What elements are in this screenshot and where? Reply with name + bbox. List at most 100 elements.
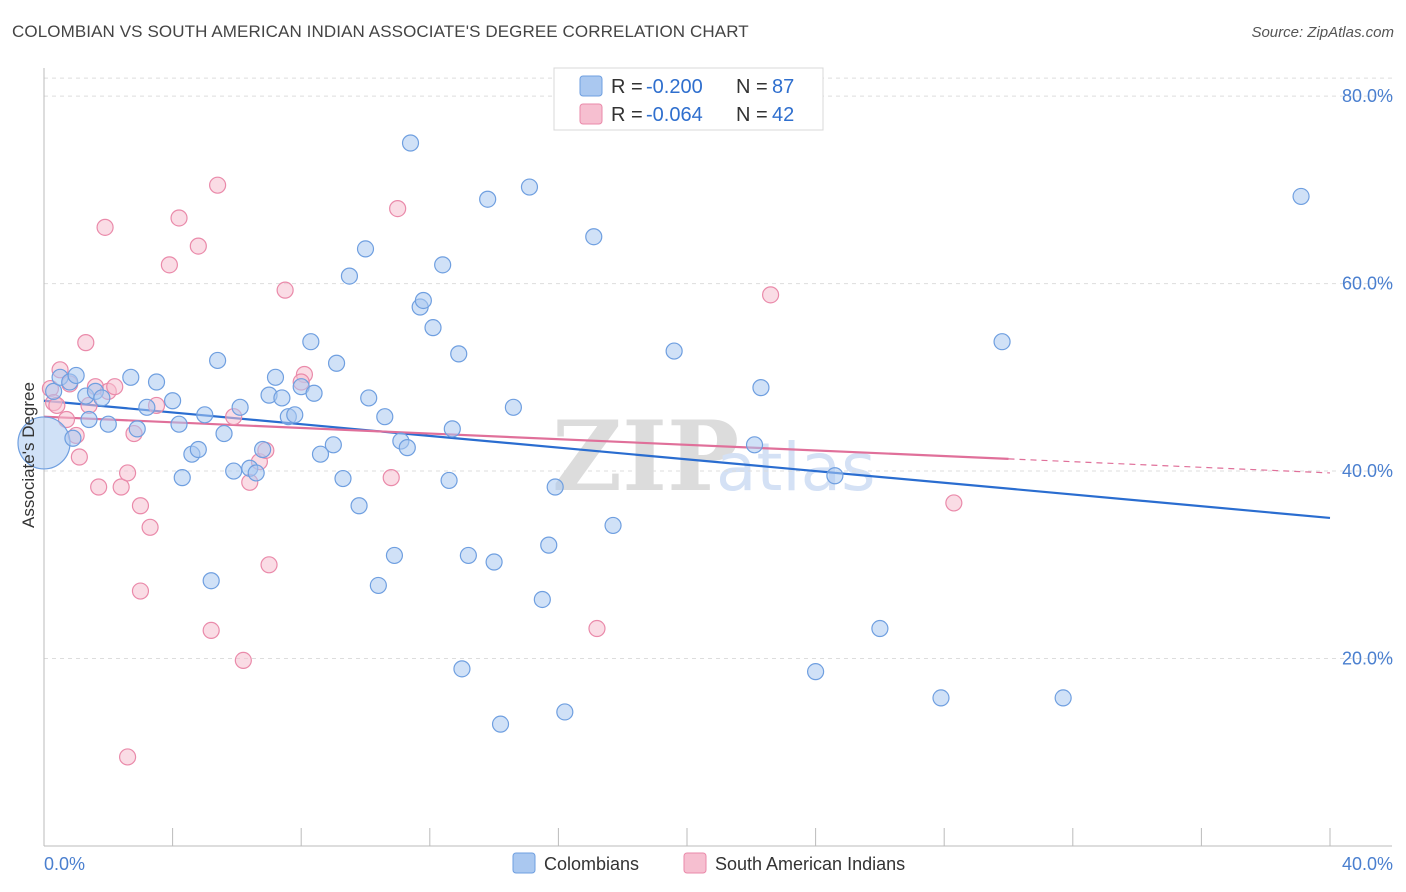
- colombian-point: [164, 392, 182, 410]
- south-american-indian-point: [96, 218, 114, 236]
- colombian-point: [424, 319, 442, 337]
- colombian-point: [604, 516, 622, 535]
- colombian-point: [369, 576, 387, 595]
- legend-swatch-colombians: [579, 75, 603, 97]
- colombian-point: [504, 398, 522, 416]
- colombian-point: [350, 497, 368, 515]
- colombian-point: [453, 660, 471, 678]
- south-american-indian-point: [57, 410, 76, 429]
- colombian-point: [302, 333, 320, 351]
- series-legend-south-american-indians: South American Indians: [715, 854, 905, 874]
- watermark: ZIP atlas: [552, 400, 876, 513]
- colombian-point: [286, 406, 304, 424]
- y-tick-label-2: 60.0%: [1342, 274, 1393, 294]
- colombian-point: [173, 469, 191, 487]
- colombian-point: [546, 478, 564, 496]
- colombian-point: [401, 134, 420, 152]
- south-american-indian-point: [588, 619, 606, 638]
- colombian-point: [459, 546, 477, 565]
- stats-legend: R = -0.200 N = 87 R = -0.064 N = 42: [553, 67, 824, 131]
- colombian-point: [231, 398, 249, 416]
- colombian-point: [385, 546, 404, 565]
- colombian-point: [64, 429, 82, 447]
- south-american-indian-point: [202, 621, 220, 640]
- south-american-indian-trendline: [43, 415, 1009, 460]
- y-tick-label-0: 20.0%: [1342, 649, 1393, 669]
- south-american-indian-point: [209, 176, 227, 194]
- colombian-point: [485, 553, 503, 571]
- south-american-indian-point: [131, 582, 150, 600]
- colombian-point: [170, 415, 188, 433]
- colombian-point: [585, 228, 603, 246]
- colombian-point: [1054, 689, 1072, 707]
- series-legend-colombians: Colombians: [544, 854, 639, 874]
- south-american-indian-trendline-extension: [1008, 458, 1331, 474]
- colombian-point: [215, 424, 233, 443]
- colombian-point: [327, 354, 346, 372]
- colombian-point: [305, 384, 323, 402]
- colombian-point: [147, 373, 166, 391]
- y-tick-label-1: 40.0%: [1342, 461, 1393, 481]
- colombian-point: [311, 445, 330, 463]
- colombian-point: [225, 462, 243, 480]
- series-legend-swatch-south-american-indians: [683, 852, 707, 874]
- y-tick-label-3: 80.0%: [1342, 86, 1393, 106]
- legend-n-value-1: 87: [772, 76, 794, 98]
- south-american-indian-point: [112, 478, 130, 496]
- colombian-point: [67, 366, 85, 385]
- colombian-point: [450, 345, 468, 363]
- colombian-point: [254, 440, 272, 459]
- y-tick-labels: 20.0% 40.0% 60.0% 80.0%: [1342, 86, 1393, 668]
- colombian-point: [665, 342, 683, 360]
- colombian-point: [932, 689, 950, 707]
- colombian-point: [871, 619, 889, 638]
- colombian-point: [443, 420, 461, 438]
- colombian-point: [189, 440, 207, 459]
- south-american-indian-point: [761, 286, 780, 304]
- south-american-indian-point: [77, 334, 95, 352]
- colombian-point: [45, 382, 63, 400]
- colombian-point: [360, 389, 378, 407]
- legend-n-label-2: N =: [736, 104, 768, 126]
- colombian-point: [376, 408, 394, 426]
- x-tick-label-1: 40.0%: [1342, 854, 1393, 874]
- colombian-point: [334, 469, 352, 488]
- south-american-indian-point: [170, 209, 188, 227]
- south-american-indian-point: [234, 651, 252, 670]
- colombian-trendline: [43, 399, 1331, 520]
- x-tick-labels: 0.0% 40.0%: [44, 854, 1393, 874]
- legend-r-label-2: R =: [611, 104, 643, 126]
- colombian-point: [826, 467, 844, 485]
- south-american-indian-point: [389, 200, 407, 218]
- trendlines: [43, 399, 1331, 520]
- watermark-atlas: atlas: [716, 429, 876, 506]
- colombian-point: [533, 590, 551, 609]
- gridlines: [44, 77, 1392, 660]
- colombian-point: [340, 267, 359, 285]
- colombian-point: [266, 368, 285, 386]
- colombian-point: [479, 190, 497, 208]
- colombian-point: [99, 415, 117, 433]
- south-american-indian-point: [90, 478, 108, 496]
- colombian-point: [80, 410, 98, 429]
- y-axis-label: Associate's Degree: [19, 382, 38, 528]
- legend-r-value-2: -0.064: [646, 104, 703, 126]
- south-american-indian-point: [276, 281, 294, 299]
- south-american-indian-point: [48, 396, 66, 415]
- colombian-point: [440, 471, 458, 490]
- colombian-point: [993, 333, 1011, 351]
- south-american-indian-point: [141, 518, 159, 536]
- south-american-indian-point: [118, 464, 137, 482]
- colombian-point: [398, 439, 416, 457]
- south-american-indian-point: [118, 748, 137, 766]
- colombian-point: [122, 368, 140, 386]
- colombian-point: [556, 703, 574, 721]
- legend-r-value-1: -0.200: [646, 76, 703, 98]
- south-american-indian-point: [106, 378, 124, 396]
- colombian-point: [209, 351, 227, 370]
- colombian-point: [356, 240, 375, 258]
- south-american-indian-point: [382, 469, 400, 487]
- colombian-point: [202, 572, 220, 590]
- south-american-indian-point: [70, 448, 88, 466]
